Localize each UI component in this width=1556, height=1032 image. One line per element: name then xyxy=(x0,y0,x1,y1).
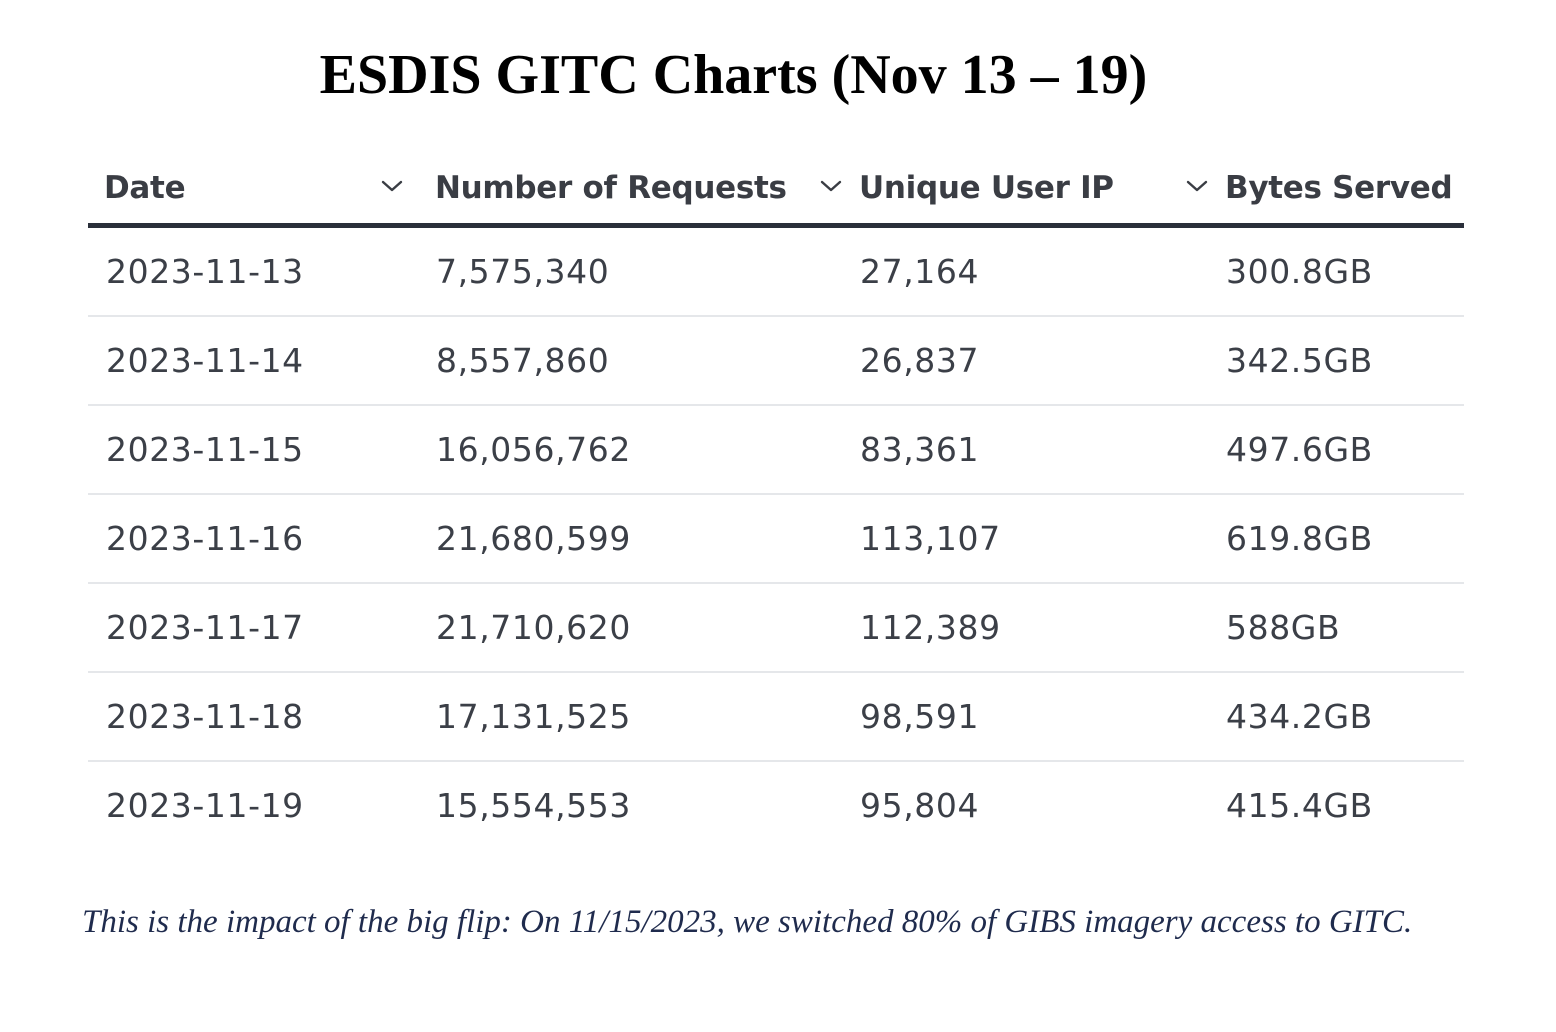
stats-table: Date Number of Requests Unique User IP B… xyxy=(88,153,1464,849)
footnote-caption: This is the impact of the big flip: On 1… xyxy=(82,904,1413,940)
cell-bytes: 415.4GB xyxy=(1208,761,1464,849)
table-row: 2023-11-16 21,680,599 113,107 619.8GB xyxy=(88,494,1464,584)
cell-text: 27,164 xyxy=(860,252,980,291)
cell-text: 7,575,340 xyxy=(436,252,610,291)
cell-text: 434.2GB xyxy=(1226,697,1373,736)
cell-unique-ip: 27,164 xyxy=(842,225,1208,317)
chevron-down-icon[interactable] xyxy=(381,179,403,193)
cell-date: 2023-11-16 xyxy=(88,494,418,584)
cell-bytes: 300.8GB xyxy=(1208,225,1464,317)
cell-requests: 8,557,860 xyxy=(418,316,842,406)
cell-date: 2023-11-14 xyxy=(88,316,418,406)
cell-requests: 15,554,553 xyxy=(418,761,842,849)
column-header-label: Date xyxy=(104,170,186,206)
cell-date: 2023-11-19 xyxy=(88,761,418,849)
column-header-bytes[interactable]: Bytes Served xyxy=(1208,153,1464,228)
cell-bytes: 497.6GB xyxy=(1208,405,1464,495)
cell-bytes: 619.8GB xyxy=(1208,494,1464,584)
cell-unique-ip: 98,591 xyxy=(842,672,1208,762)
cell-text: 17,131,525 xyxy=(436,697,631,736)
cell-requests: 21,680,599 xyxy=(418,494,842,584)
cell-text: 2023-11-16 xyxy=(106,519,304,558)
cell-unique-ip: 113,107 xyxy=(842,494,1208,584)
column-header-unique-ip[interactable]: Unique User IP xyxy=(842,153,1208,228)
cell-text: 2023-11-14 xyxy=(106,341,304,380)
column-header-label: Unique User IP xyxy=(859,170,1114,206)
cell-text: 2023-11-18 xyxy=(106,697,304,736)
page-title: ESDIS GITC Charts (Nov 13 – 19) xyxy=(319,44,1148,106)
cell-date: 2023-11-15 xyxy=(88,405,418,495)
cell-unique-ip: 26,837 xyxy=(842,316,1208,406)
chevron-down-icon[interactable] xyxy=(820,179,842,193)
table-row: 2023-11-17 21,710,620 112,389 588GB xyxy=(88,583,1464,673)
cell-text: 16,056,762 xyxy=(436,430,631,469)
cell-text: 15,554,553 xyxy=(436,786,631,825)
cell-unique-ip: 112,389 xyxy=(842,583,1208,673)
cell-bytes: 434.2GB xyxy=(1208,672,1464,762)
table-row: 2023-11-18 17,131,525 98,591 434.2GB xyxy=(88,672,1464,762)
cell-text: 98,591 xyxy=(860,697,980,736)
cell-text: 342.5GB xyxy=(1226,341,1373,380)
stats-table-container: Date Number of Requests Unique User IP B… xyxy=(88,153,1464,849)
cell-text: 26,837 xyxy=(860,341,980,380)
cell-requests: 16,056,762 xyxy=(418,405,842,495)
cell-bytes: 588GB xyxy=(1208,583,1464,673)
cell-date: 2023-11-18 xyxy=(88,672,418,762)
cell-text: 2023-11-17 xyxy=(106,608,304,647)
cell-text: 2023-11-13 xyxy=(106,252,304,291)
table-row: 2023-11-14 8,557,860 26,837 342.5GB xyxy=(88,316,1464,406)
table-body: 2023-11-13 7,575,340 27,164 300.8GB 2023… xyxy=(88,225,1464,850)
cell-text: 2023-11-15 xyxy=(106,430,304,469)
cell-text: 21,680,599 xyxy=(436,519,631,558)
table-row: 2023-11-19 15,554,553 95,804 415.4GB xyxy=(88,761,1464,849)
cell-text: 619.8GB xyxy=(1226,519,1373,558)
cell-text: 113,107 xyxy=(860,519,1001,558)
cell-date: 2023-11-17 xyxy=(88,583,418,673)
table-row: 2023-11-15 16,056,762 83,361 497.6GB xyxy=(88,405,1464,495)
cell-text: 300.8GB xyxy=(1226,252,1373,291)
cell-requests: 21,710,620 xyxy=(418,583,842,673)
chevron-down-icon[interactable] xyxy=(1186,179,1208,193)
cell-requests: 17,131,525 xyxy=(418,672,842,762)
cell-text: 95,804 xyxy=(860,786,980,825)
cell-text: 112,389 xyxy=(860,608,1001,647)
cell-date: 2023-11-13 xyxy=(88,225,418,317)
cell-requests: 7,575,340 xyxy=(418,225,842,317)
column-header-date[interactable]: Date xyxy=(88,153,418,228)
cell-text: 21,710,620 xyxy=(436,608,631,647)
cell-text: 497.6GB xyxy=(1226,430,1373,469)
column-header-label: Number of Requests xyxy=(435,170,787,206)
cell-bytes: 342.5GB xyxy=(1208,316,1464,406)
table-header: Date Number of Requests Unique User IP B… xyxy=(88,153,1464,228)
cell-unique-ip: 95,804 xyxy=(842,761,1208,849)
cell-text: 83,361 xyxy=(860,430,980,469)
cell-text: 415.4GB xyxy=(1226,786,1373,825)
column-header-label: Bytes Served xyxy=(1225,170,1453,206)
table-header-row: Date Number of Requests Unique User IP B… xyxy=(88,153,1464,228)
cell-text: 2023-11-19 xyxy=(106,786,304,825)
column-header-requests[interactable]: Number of Requests xyxy=(418,153,842,228)
cell-text: 588GB xyxy=(1226,608,1341,647)
cell-text: 8,557,860 xyxy=(436,341,610,380)
cell-unique-ip: 83,361 xyxy=(842,405,1208,495)
table-row: 2023-11-13 7,575,340 27,164 300.8GB xyxy=(88,225,1464,317)
